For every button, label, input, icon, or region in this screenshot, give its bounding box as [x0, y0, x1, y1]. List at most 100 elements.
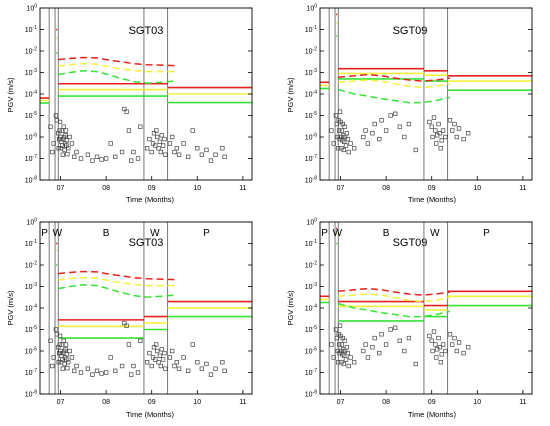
data-point — [151, 131, 157, 136]
data-point — [62, 147, 67, 153]
data-point — [126, 128, 132, 133]
data-point — [153, 357, 158, 362]
data-point — [220, 146, 225, 151]
plot-area — [40, 8, 252, 180]
data-point — [372, 121, 377, 127]
data-point — [122, 320, 127, 326]
data-point — [103, 156, 109, 161]
data-point — [427, 333, 432, 339]
chart-panel-bottom-right: SGT09 Time (Months) PGV (m/s) 10-8 10-7 10… — [286, 218, 533, 419]
data-point — [331, 141, 336, 146]
data-point — [361, 348, 366, 354]
chart-panel-top-right: SGT09 Time (Months) PGV (m/s) 10-8 10-7 10… — [286, 4, 533, 204]
data-point — [51, 355, 56, 360]
x-tick-label: 08 — [382, 185, 390, 192]
data-point — [90, 158, 95, 163]
data-point — [85, 152, 91, 157]
data-point — [124, 323, 129, 328]
data-point — [341, 361, 346, 367]
data-point — [402, 348, 407, 354]
data-point — [333, 327, 339, 332]
x-tick-label: 08 — [382, 399, 390, 406]
data-point — [174, 146, 179, 151]
data-point — [147, 136, 152, 142]
plot-area — [320, 8, 532, 180]
y-tick-label: 10-4 — [25, 304, 37, 313]
data-point — [167, 141, 173, 146]
panel-title: SGT09 — [393, 25, 428, 37]
data-point — [208, 372, 214, 377]
y-tick-label: 10-2 — [305, 47, 317, 56]
y-tick-label: 10-6 — [305, 347, 317, 356]
data-point — [138, 124, 143, 129]
data-point — [57, 128, 62, 133]
data-point — [63, 342, 69, 347]
data-point — [370, 131, 375, 136]
data-point — [220, 360, 225, 365]
data-point — [59, 342, 65, 347]
data-point — [65, 365, 70, 371]
data-point — [222, 368, 227, 373]
data-point — [436, 335, 441, 341]
data-point — [352, 146, 357, 151]
data-point — [155, 134, 160, 140]
data-point — [344, 131, 350, 136]
y-tick-label: 100 — [26, 4, 37, 13]
data-point — [443, 134, 448, 140]
data-point — [149, 149, 154, 155]
data-point — [153, 143, 158, 148]
data-point — [346, 363, 351, 369]
data-point — [204, 147, 209, 153]
y-tick-label: 100 — [306, 218, 317, 227]
dashed-green-curve — [58, 70, 175, 84]
data-point — [208, 158, 214, 163]
data-point — [74, 363, 79, 369]
x-axis-title: Time (Months) — [408, 195, 457, 204]
x-tick-label: 07 — [337, 185, 345, 192]
x-axis-title: Time (Months) — [408, 410, 457, 419]
data-point — [119, 363, 125, 369]
data-point — [119, 149, 125, 155]
data-point — [440, 128, 446, 133]
data-point — [147, 350, 152, 356]
chart-panel-bottom-left: SGT03 Time (Months) PGV (m/s) 10-8 10-7 10… — [6, 218, 253, 419]
phase-label: W — [430, 228, 440, 239]
data-point — [69, 141, 75, 146]
data-point — [461, 136, 466, 142]
panel-title: SGT03 — [129, 25, 164, 37]
data-point — [66, 360, 71, 365]
data-point — [181, 141, 186, 146]
data-point — [336, 128, 342, 133]
data-point — [397, 124, 402, 129]
data-point — [64, 352, 70, 357]
x-tick-label: 11 — [519, 185, 526, 192]
data-point — [56, 345, 61, 350]
data-point — [62, 361, 67, 367]
y-axis-title: PGV (m/s) — [6, 77, 15, 113]
data-point — [56, 360, 61, 365]
data-point — [456, 126, 462, 131]
data-point — [50, 149, 55, 155]
y-tick-label: 10-8 — [25, 390, 37, 399]
y-tick-label: 10-3 — [305, 282, 317, 291]
y-tick-label: 10-2 — [305, 261, 317, 270]
data-point — [348, 141, 353, 146]
data-point — [78, 370, 84, 375]
data-point — [461, 350, 466, 356]
x-tick-label: 11 — [519, 399, 526, 406]
data-point — [174, 360, 179, 365]
data-point — [66, 146, 71, 151]
data-point — [172, 363, 177, 369]
y-tick-label: 10-1 — [25, 239, 37, 248]
x-tick-label: 10 — [473, 185, 481, 192]
data-point — [440, 342, 446, 347]
data-point — [429, 338, 434, 343]
phase-label: P — [321, 228, 328, 239]
data-point — [50, 363, 55, 369]
data-point — [345, 350, 350, 356]
x-tick-label: 07 — [57, 185, 65, 192]
phase-label: B — [383, 228, 390, 239]
data-point — [406, 121, 412, 127]
data-point — [466, 345, 471, 350]
data-point — [167, 355, 173, 360]
